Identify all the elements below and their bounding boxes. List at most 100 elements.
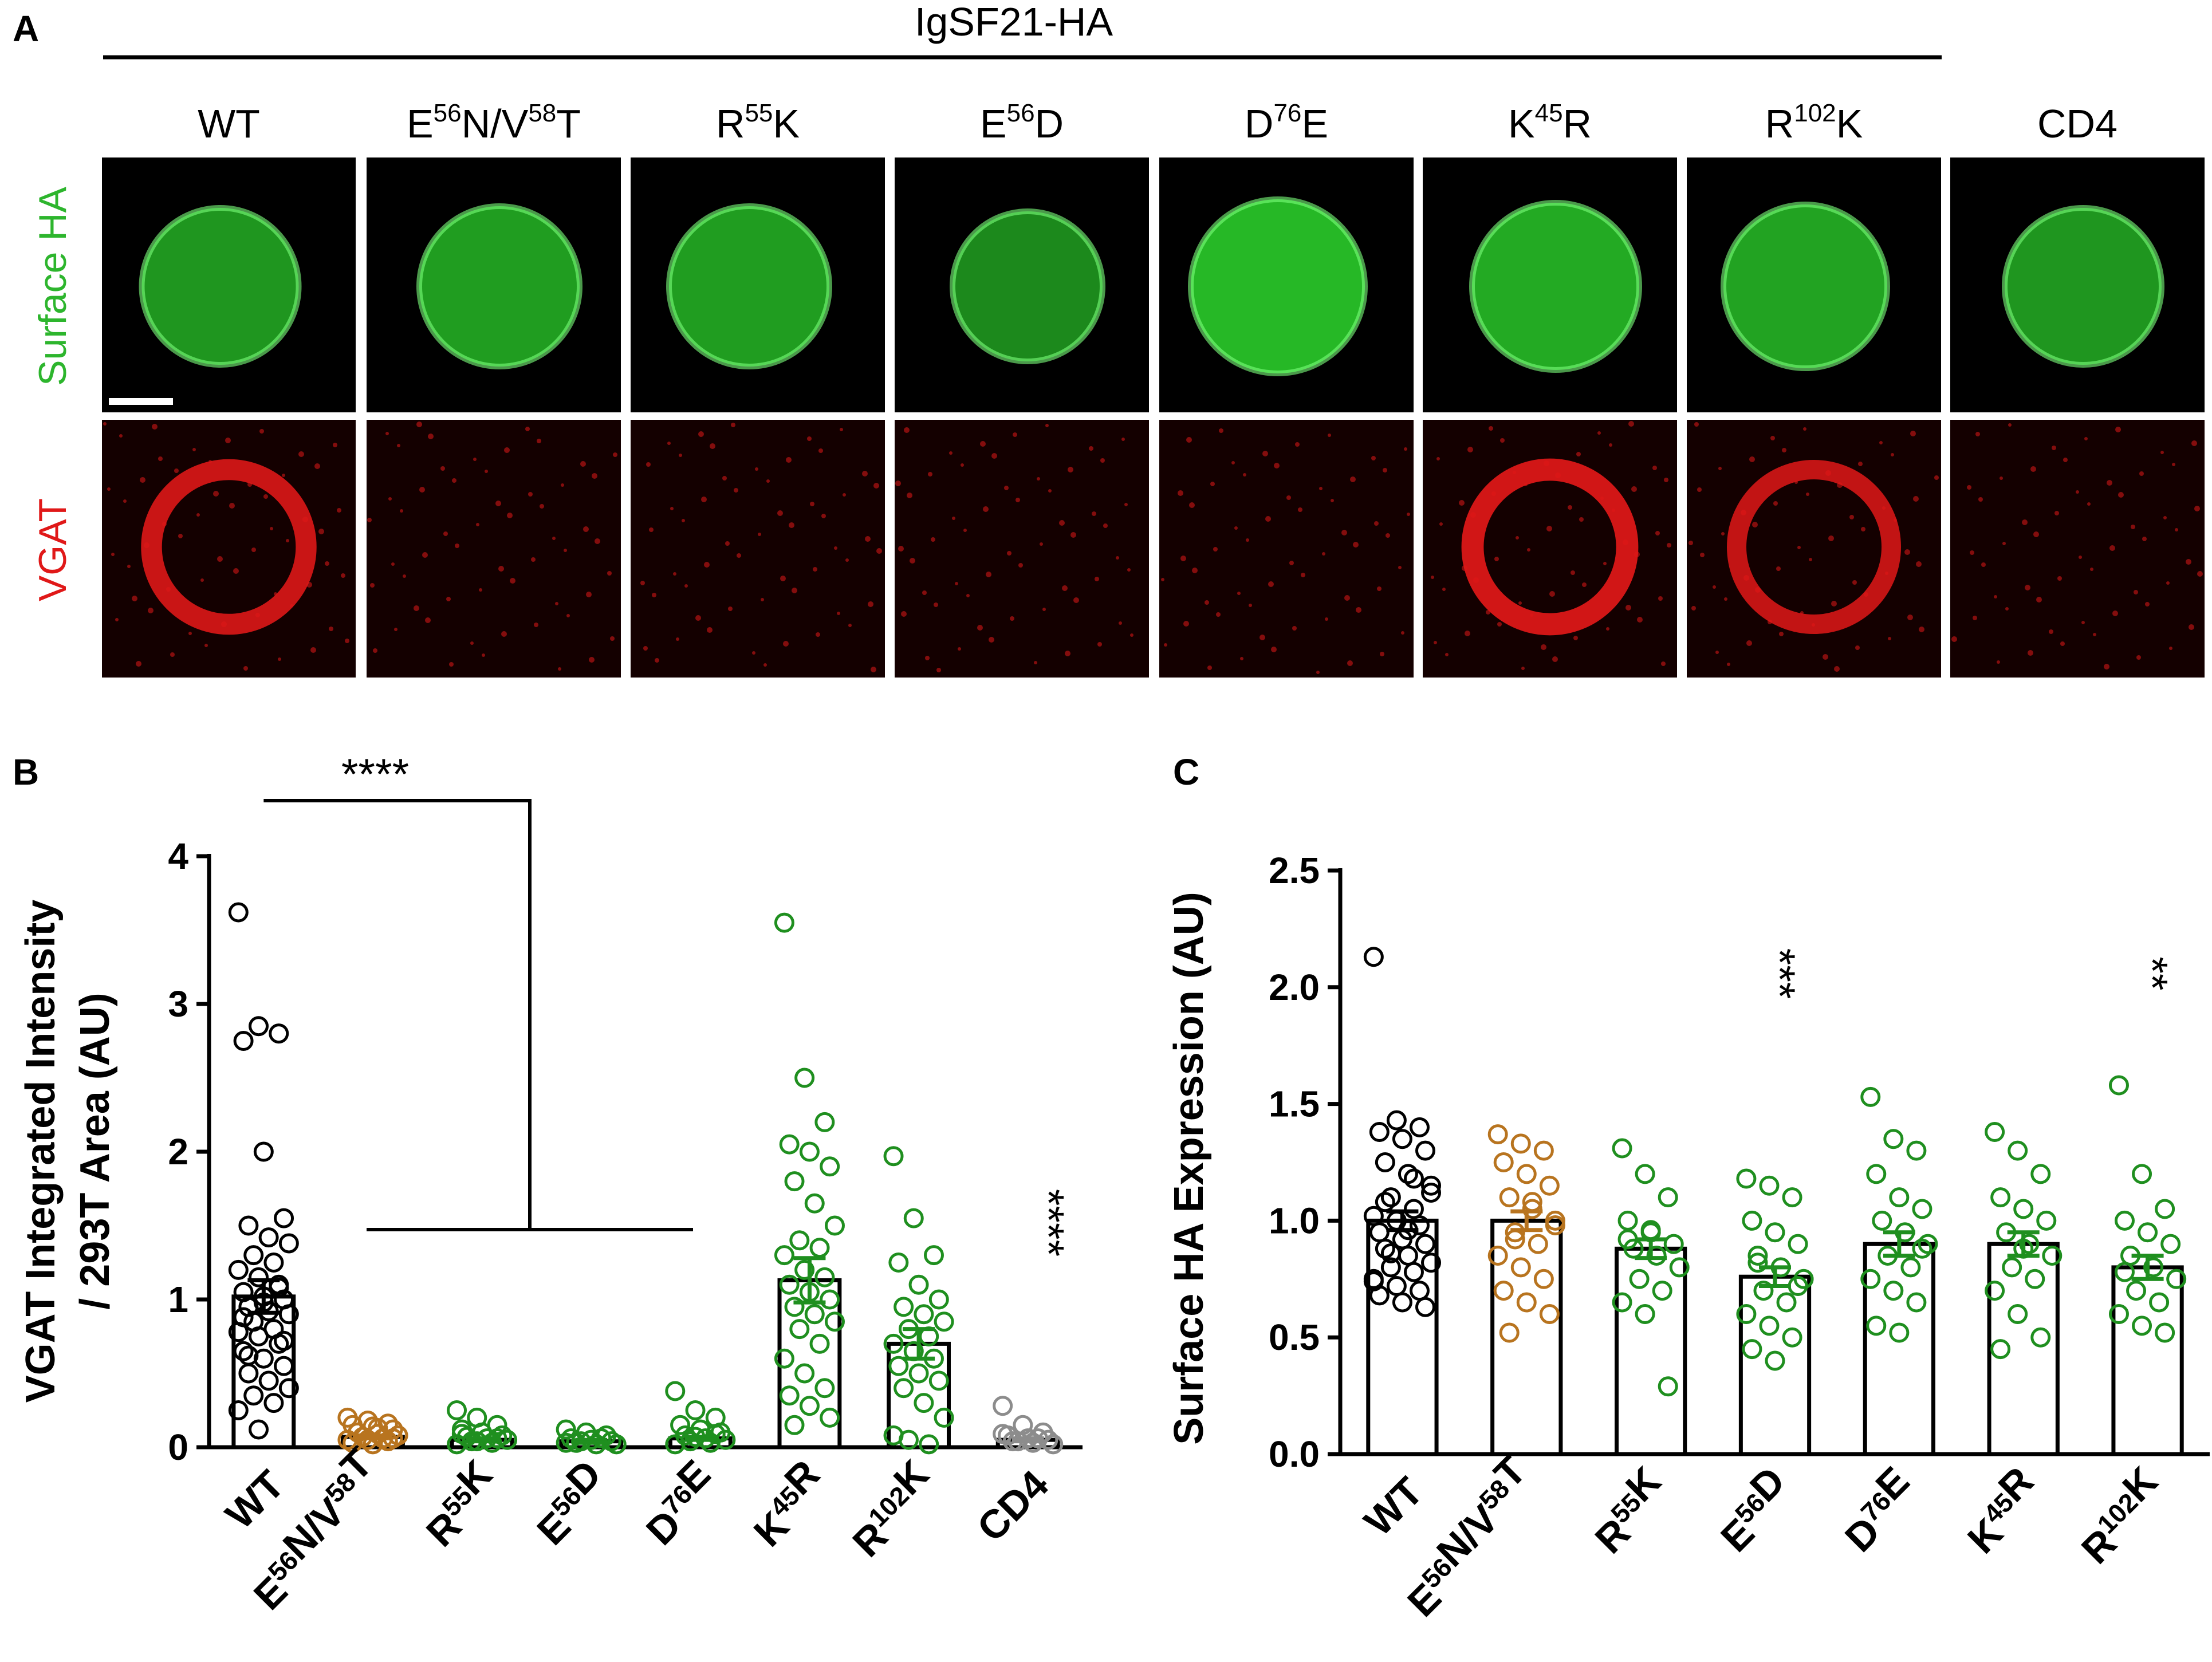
category-label: R55K (1576, 1458, 1680, 1562)
vgat-puncta (925, 656, 930, 660)
vgat-image (895, 420, 1149, 678)
data-point (1759, 1175, 1780, 1196)
vgat-puncta (314, 463, 320, 469)
data-point (274, 1356, 294, 1376)
data-point (1900, 1257, 1921, 1278)
vgat-puncta (107, 487, 111, 491)
vgat-puncta (848, 624, 852, 627)
data-point (824, 1215, 845, 1236)
vgat-image (1687, 420, 1941, 678)
vgat-puncta (243, 666, 248, 671)
data-point (894, 1297, 914, 1317)
vgat-puncta (710, 443, 715, 449)
data-point (1883, 1281, 1904, 1301)
vgat-puncta (1913, 496, 1919, 502)
vgat-puncta (871, 667, 876, 672)
data-point (1669, 1257, 1690, 1278)
vgat-puncta (2142, 537, 2147, 541)
vgat-puncta (367, 518, 372, 522)
vgat-puncta (1806, 493, 1809, 496)
data-point (253, 1348, 274, 1369)
vgat-ring (141, 459, 317, 635)
vgat-puncta (1459, 500, 1465, 506)
vgat-puncta (152, 424, 158, 430)
data-point (665, 1434, 686, 1455)
vgat-puncta (1541, 644, 1546, 650)
vgat-puncta (1967, 485, 1971, 490)
bar (1615, 1246, 1687, 1456)
data-point (447, 1434, 467, 1455)
vgat-puncta (1436, 457, 1440, 460)
vgat-puncta (955, 582, 958, 585)
data-point (1375, 1152, 1395, 1172)
vgat-puncta (325, 561, 329, 566)
vgat-puncta (259, 429, 264, 434)
data-point (1510, 1133, 1531, 1154)
data-point (1658, 1376, 1678, 1397)
data-point (1380, 1243, 1401, 1263)
vgat-puncta (2163, 516, 2167, 519)
vgat-puncta (422, 552, 428, 558)
vgat-puncta (1383, 468, 1387, 472)
vgat-puncta (1268, 581, 1274, 587)
data-point (1635, 1164, 1655, 1184)
vgat-puncta (1852, 580, 1857, 585)
data-point (2138, 1222, 2158, 1243)
data-point (1652, 1281, 1672, 1301)
column-label: E56N/V58T (407, 99, 581, 146)
vgat-puncta (986, 572, 991, 577)
y-tick-label: 1.0 (1269, 1200, 1320, 1241)
vgat-puncta (485, 470, 488, 473)
data-point (556, 1432, 576, 1453)
data-point (2108, 1075, 2129, 1096)
data-point (705, 1424, 726, 1444)
y-axis-title-line-1: VGAT Integrated Intensity (18, 900, 64, 1403)
data-point (2114, 1262, 2135, 1282)
surface-ha-cell (669, 206, 829, 367)
vgat-puncta (1573, 636, 1578, 640)
vgat-puncta (1749, 456, 1755, 462)
vgat-puncta (646, 462, 651, 467)
data-point (914, 1393, 934, 1413)
data-point (1533, 1269, 1554, 1289)
vgat-puncta (607, 571, 612, 576)
vgat-puncta (2104, 664, 2109, 669)
category-label: R55K (407, 1451, 511, 1555)
vgat-puncta (1667, 543, 1671, 548)
vgat-puncta (263, 494, 268, 499)
vgat-puncta (1401, 631, 1404, 635)
vgat-puncta (1834, 666, 1840, 672)
vgat-puncta (670, 507, 674, 510)
vgat-puncta (1770, 436, 1775, 440)
vgat-puncta (1467, 447, 1473, 452)
vgat-puncta (931, 537, 935, 542)
data-point (2002, 1257, 2022, 1278)
vgat-puncta (1089, 446, 1093, 451)
data-point (1990, 1187, 2011, 1208)
significance-stars: ** (2128, 956, 2176, 990)
vgat-puncta (1975, 432, 1980, 436)
surface-ha-cell-edge (1469, 200, 1642, 373)
data-point (1415, 1297, 1436, 1317)
vgat-puncta (1237, 592, 1241, 595)
vgat-puncta (1371, 456, 1376, 460)
significance-stars: **** (341, 750, 409, 799)
surface-ha-cell-edge (950, 208, 1105, 364)
vgat-puncta (1010, 616, 1014, 621)
data-point (249, 1016, 269, 1037)
data-point (888, 1253, 909, 1273)
data-point (1398, 1164, 1418, 1184)
data-point (343, 1432, 363, 1453)
data-point (1487, 1246, 1508, 1266)
vgat-puncta (1095, 577, 1099, 581)
vgat-puncta (385, 432, 389, 435)
data-point (883, 1146, 904, 1167)
data-point (804, 1304, 825, 1325)
data-point (1421, 1253, 1442, 1273)
vgat-puncta (1855, 645, 1860, 650)
data-point (258, 1370, 279, 1391)
vgat-puncta (807, 436, 812, 441)
vgat-puncta (2052, 446, 2056, 450)
data-point (2132, 1316, 2152, 1336)
vgat-puncta (1727, 663, 1730, 666)
